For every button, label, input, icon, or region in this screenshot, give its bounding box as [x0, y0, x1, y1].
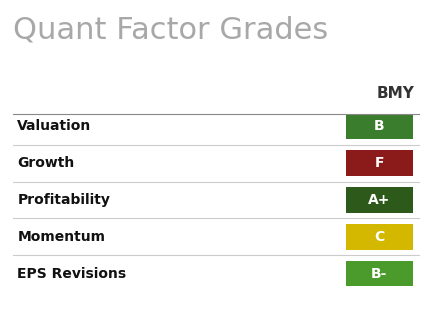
Text: EPS Revisions: EPS Revisions [17, 267, 127, 280]
Text: C: C [374, 230, 384, 244]
Text: Quant Factor Grades: Quant Factor Grades [13, 16, 328, 45]
Text: B-: B- [371, 267, 387, 280]
Text: BMY: BMY [376, 86, 414, 101]
FancyBboxPatch shape [346, 150, 413, 176]
FancyBboxPatch shape [346, 187, 413, 213]
FancyBboxPatch shape [346, 261, 413, 286]
FancyBboxPatch shape [346, 114, 413, 139]
Text: Growth: Growth [17, 156, 75, 170]
Text: B: B [374, 119, 384, 133]
Text: Valuation: Valuation [17, 119, 92, 133]
Text: F: F [375, 156, 384, 170]
Text: A+: A+ [368, 193, 390, 207]
Text: Profitability: Profitability [17, 193, 110, 207]
Text: Momentum: Momentum [17, 230, 105, 244]
FancyBboxPatch shape [346, 224, 413, 250]
